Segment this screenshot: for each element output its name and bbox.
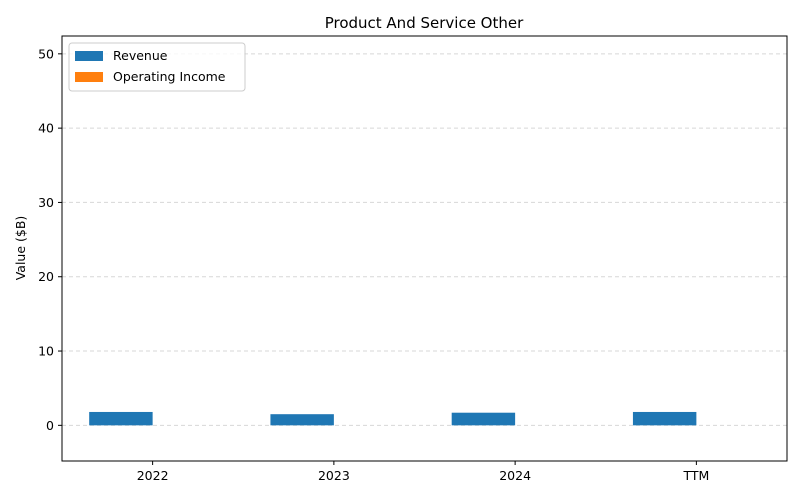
y-tick-label: 30 [38, 195, 54, 210]
x-tick-label: 2024 [499, 468, 531, 483]
y-axis-title: Value ($B) [13, 216, 28, 281]
legend-label-operating-income: Operating Income [113, 69, 226, 84]
chart-title: Product And Service Other [325, 14, 524, 32]
bar-revenue-ttm [632, 411, 697, 426]
y-tick-label: 40 [38, 121, 54, 136]
x-tick-label: 2023 [318, 468, 350, 483]
y-tick-label: 10 [38, 344, 54, 359]
bar-revenue-2024 [451, 412, 516, 426]
legend-swatch-revenue [75, 51, 103, 61]
bar-revenue-2023 [270, 414, 334, 426]
x-tick-label: 2022 [137, 468, 169, 483]
y-tick-label: 0 [46, 418, 54, 433]
bar-revenue-2022 [89, 411, 153, 426]
legend-box [68, 42, 246, 92]
y-tick-label: 50 [38, 46, 54, 61]
x-ticks: 2022 2023 2024 TTM [137, 461, 709, 483]
y-tick-label: 20 [38, 269, 54, 284]
bars [89, 411, 697, 426]
y-ticks: 0 10 20 30 40 50 [38, 46, 62, 433]
legend-label-revenue: Revenue [113, 48, 168, 63]
x-tick-label: TTM [682, 468, 709, 483]
legend-swatch-operating-income [75, 72, 103, 82]
plot-frame [61, 35, 788, 462]
legend: Revenue Operating Income [68, 42, 246, 92]
